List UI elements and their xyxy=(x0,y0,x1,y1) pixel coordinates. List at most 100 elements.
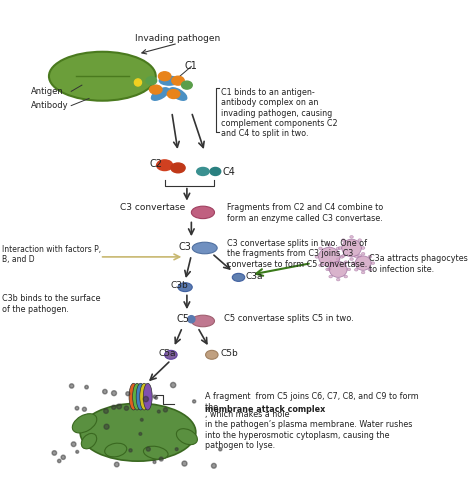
Ellipse shape xyxy=(117,404,121,409)
Ellipse shape xyxy=(192,400,196,403)
Ellipse shape xyxy=(126,392,130,396)
Ellipse shape xyxy=(71,442,76,446)
Ellipse shape xyxy=(171,382,176,388)
Ellipse shape xyxy=(124,406,128,410)
Text: C3: C3 xyxy=(178,242,191,252)
Text: Interaction with factors P,
B, and D: Interaction with factors P, B, and D xyxy=(2,245,101,264)
Ellipse shape xyxy=(57,459,61,463)
Text: C4: C4 xyxy=(222,167,236,177)
Ellipse shape xyxy=(355,255,358,258)
Ellipse shape xyxy=(188,315,195,323)
Ellipse shape xyxy=(352,262,355,264)
Ellipse shape xyxy=(182,81,192,89)
Ellipse shape xyxy=(52,451,56,455)
Ellipse shape xyxy=(129,383,138,410)
Ellipse shape xyxy=(178,283,192,292)
Ellipse shape xyxy=(342,239,345,242)
Ellipse shape xyxy=(355,256,371,270)
Ellipse shape xyxy=(104,409,108,413)
Ellipse shape xyxy=(319,247,322,250)
Ellipse shape xyxy=(337,258,340,260)
Ellipse shape xyxy=(206,350,218,359)
Ellipse shape xyxy=(151,88,169,100)
Text: C5b: C5b xyxy=(221,350,238,359)
Ellipse shape xyxy=(157,410,160,413)
Ellipse shape xyxy=(371,262,374,264)
Text: C5 convertase splits C5 in two.: C5 convertase splits C5 in two. xyxy=(224,314,354,323)
Ellipse shape xyxy=(156,160,173,171)
Ellipse shape xyxy=(167,90,180,99)
Ellipse shape xyxy=(129,449,132,452)
Text: C3a attracts phagocytes
to infection site.: C3a attracts phagocytes to infection sit… xyxy=(369,254,468,274)
Ellipse shape xyxy=(344,261,347,263)
Text: C3b binds to the surface
of the pathogen.: C3b binds to the surface of the pathogen… xyxy=(2,294,100,313)
Ellipse shape xyxy=(114,462,119,467)
Ellipse shape xyxy=(140,419,143,421)
Ellipse shape xyxy=(159,457,163,461)
Ellipse shape xyxy=(70,384,74,388)
Text: Fragments from C2 and C4 combine to
form an enzyme called C3 convertase.: Fragments from C2 and C4 combine to form… xyxy=(227,203,383,223)
Ellipse shape xyxy=(315,255,319,258)
Ellipse shape xyxy=(232,273,245,281)
Text: C3 convertase splits in two. One of
the fragments from C3 joins C3
convertase to: C3 convertase splits in two. One of the … xyxy=(227,239,367,269)
Ellipse shape xyxy=(211,463,216,468)
Ellipse shape xyxy=(319,248,340,266)
Ellipse shape xyxy=(192,242,217,254)
Text: C5: C5 xyxy=(176,314,189,324)
Ellipse shape xyxy=(361,247,365,249)
Ellipse shape xyxy=(140,383,149,410)
Ellipse shape xyxy=(329,275,332,278)
Ellipse shape xyxy=(328,244,331,246)
Ellipse shape xyxy=(361,271,365,274)
Ellipse shape xyxy=(340,255,344,258)
Ellipse shape xyxy=(76,450,79,453)
Ellipse shape xyxy=(82,434,97,449)
Ellipse shape xyxy=(219,448,222,451)
Ellipse shape xyxy=(329,261,347,277)
Ellipse shape xyxy=(358,239,362,242)
Ellipse shape xyxy=(350,236,353,238)
Text: C2: C2 xyxy=(149,159,163,169)
Ellipse shape xyxy=(328,267,331,270)
Ellipse shape xyxy=(143,383,152,410)
Ellipse shape xyxy=(149,85,162,94)
Text: Antibody: Antibody xyxy=(31,101,69,110)
Ellipse shape xyxy=(182,461,187,466)
Ellipse shape xyxy=(133,383,142,410)
Text: C5a: C5a xyxy=(158,350,176,359)
Ellipse shape xyxy=(136,383,145,410)
Ellipse shape xyxy=(368,268,372,271)
Ellipse shape xyxy=(159,76,179,85)
Ellipse shape xyxy=(337,247,340,250)
Ellipse shape xyxy=(153,395,156,398)
Ellipse shape xyxy=(105,443,127,457)
Ellipse shape xyxy=(49,52,156,101)
Text: C3 convertase: C3 convertase xyxy=(120,203,185,212)
Ellipse shape xyxy=(103,389,107,394)
Text: Antigen: Antigen xyxy=(31,87,64,96)
Ellipse shape xyxy=(191,315,215,327)
Ellipse shape xyxy=(358,254,362,257)
Ellipse shape xyxy=(164,350,177,359)
Text: Invading pathogen: Invading pathogen xyxy=(136,34,220,43)
Text: , which makes a hole
in the pathogen’s plasma membrane. Water rushes
into the hy: , which makes a hole in the pathogen’s p… xyxy=(205,410,412,450)
Ellipse shape xyxy=(104,424,109,429)
Ellipse shape xyxy=(111,391,117,396)
Ellipse shape xyxy=(337,264,340,267)
Ellipse shape xyxy=(319,264,322,267)
Ellipse shape xyxy=(112,405,116,409)
Ellipse shape xyxy=(337,278,340,281)
Ellipse shape xyxy=(80,403,196,461)
Ellipse shape xyxy=(338,247,342,249)
Ellipse shape xyxy=(191,206,215,219)
Text: A fragment  from C5 joins C6, C7, C8, and C9 to form
the: A fragment from C5 joins C6, C7, C8, and… xyxy=(205,392,419,412)
Ellipse shape xyxy=(172,76,184,85)
Ellipse shape xyxy=(169,88,187,100)
Text: membrane attack complex: membrane attack complex xyxy=(205,405,325,414)
Ellipse shape xyxy=(350,258,353,260)
Ellipse shape xyxy=(155,396,157,399)
Ellipse shape xyxy=(175,448,178,450)
Ellipse shape xyxy=(344,275,347,278)
Ellipse shape xyxy=(329,261,332,263)
Ellipse shape xyxy=(164,408,167,412)
